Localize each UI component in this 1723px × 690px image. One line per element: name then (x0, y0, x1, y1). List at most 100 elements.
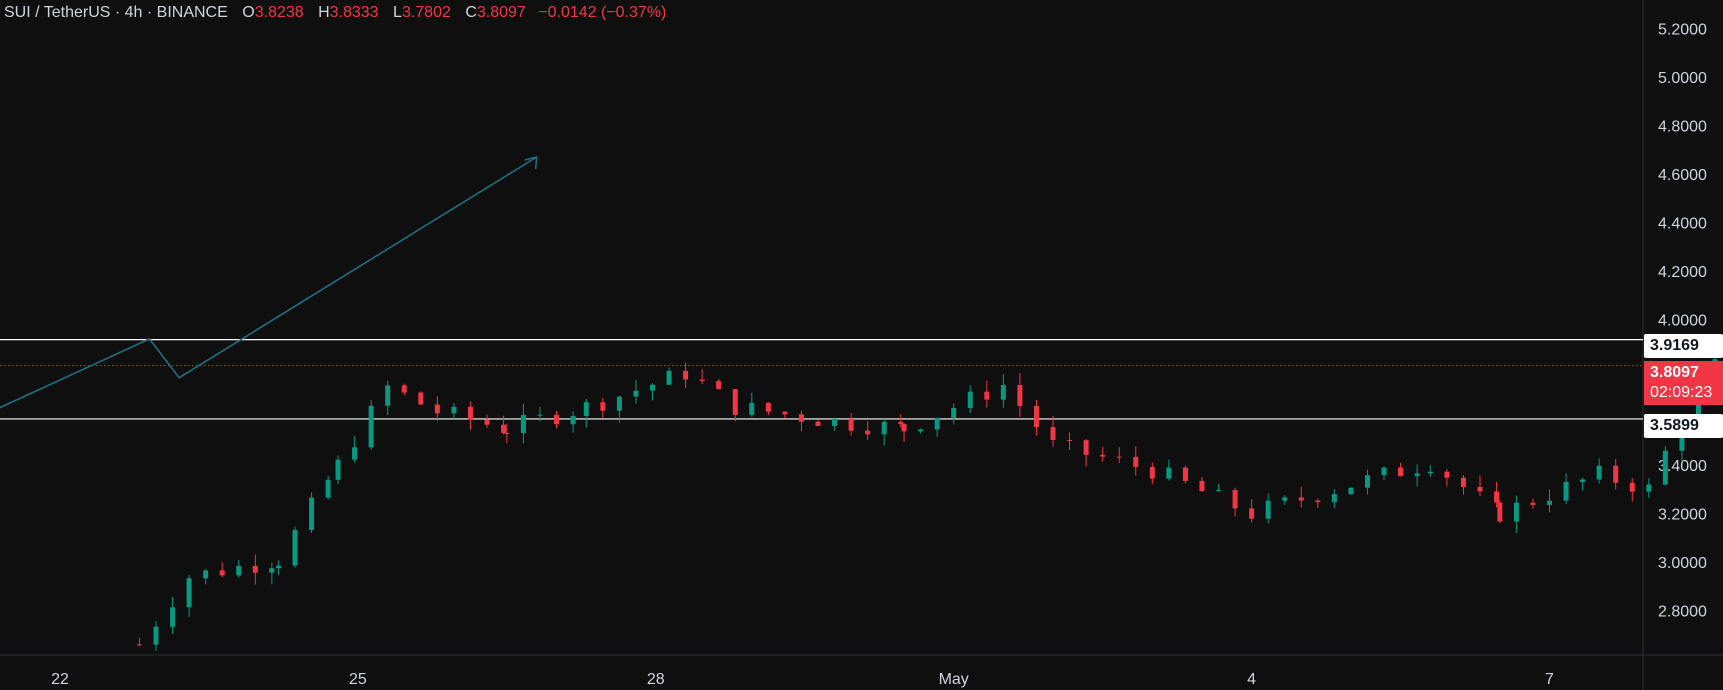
candle-body (1149, 466, 1155, 479)
time-tick-label: 7 (1545, 671, 1554, 688)
candle-body (275, 565, 281, 569)
price-tick-label: 5.2000 (1658, 22, 1707, 39)
price-tick-label: 3.0000 (1658, 555, 1707, 572)
candle-body (749, 402, 755, 415)
candle-body (136, 644, 142, 646)
candle-body (666, 370, 672, 385)
candle-body (1477, 486, 1483, 492)
candle-body (1116, 456, 1122, 458)
candle-body (1427, 471, 1433, 474)
candle-body (1331, 494, 1337, 503)
candle-body (1033, 405, 1039, 428)
high-label: H (318, 4, 330, 21)
candle-body (368, 405, 374, 448)
price-tick-label: 4.8000 (1658, 119, 1707, 136)
symbol-label[interactable]: SUI / TetherUS · 4h · BINANCE (4, 4, 228, 21)
candle-body (732, 389, 738, 415)
last-price-tag: 3.8097 02:09:23 (1644, 361, 1723, 405)
candle-body (765, 402, 771, 412)
close-label: C (465, 4, 477, 21)
price-tick-label: 4.6000 (1658, 167, 1707, 184)
candle-body (1497, 502, 1503, 522)
candle-body (1232, 490, 1238, 509)
candle-body (848, 418, 854, 431)
candle-body (1083, 440, 1089, 455)
candle-body (219, 570, 225, 576)
last-price-value: 3.8097 (1650, 364, 1699, 381)
candle-body (1199, 480, 1205, 492)
candle-body (1265, 500, 1271, 519)
candle-body (153, 626, 159, 645)
candle-body (1017, 384, 1023, 406)
candle-body (269, 568, 275, 573)
candle-body (1298, 497, 1304, 501)
candle-body (1398, 467, 1404, 477)
low-label: L (393, 4, 402, 21)
candle-body (865, 430, 871, 435)
candle-body (1494, 491, 1500, 503)
candle-body (186, 578, 192, 608)
candle-body (537, 414, 543, 416)
projection-arrow-head (524, 155, 538, 170)
candle-body (325, 479, 331, 498)
candle-body (451, 406, 457, 414)
symbol-header: SUI / TetherUS · 4h · BINANCE O3.8238 H3… (4, 4, 666, 22)
bar-countdown: 02:09:23 (1650, 384, 1713, 401)
candle-body (1000, 384, 1006, 400)
candle-body (1182, 467, 1188, 481)
candle-body (1133, 456, 1139, 467)
candle-body (501, 424, 507, 433)
price-tick-label: 2.8000 (1658, 604, 1707, 621)
candle-body (1596, 465, 1602, 480)
candle-body (1381, 467, 1387, 476)
candle-body (504, 432, 510, 434)
candle-body (236, 565, 242, 576)
candle-body (1315, 500, 1321, 503)
price-tick-label: 4.4000 (1658, 216, 1707, 233)
candle-body (1646, 484, 1652, 492)
candle-body (1613, 465, 1619, 483)
candle-body (901, 424, 907, 432)
open-value: 3.8238 (254, 4, 304, 21)
low-value: 3.7802 (401, 4, 451, 21)
price-tick-label: 3.2000 (1658, 507, 1707, 524)
candle-body (1547, 500, 1553, 505)
candle-body (434, 404, 440, 414)
candle-body (798, 414, 804, 422)
open-label: O (242, 4, 255, 21)
candle-body (881, 421, 887, 435)
candle-body (520, 414, 526, 434)
candle-body (1067, 440, 1073, 442)
candle-body (918, 429, 924, 432)
candle-body (352, 447, 358, 460)
candle-body (335, 459, 341, 480)
change-value: −0.0142 (−0.37%) (538, 4, 667, 21)
time-tick-label: 4 (1247, 671, 1256, 688)
candle-body (650, 384, 656, 391)
candle-body (1100, 454, 1106, 457)
candle-body (716, 381, 722, 390)
high-value: 3.8333 (329, 4, 379, 21)
candle-body (1563, 481, 1569, 501)
support-price-tag[interactable]: 3.5899 (1644, 414, 1723, 438)
candle-body (1216, 490, 1222, 492)
candle-body (309, 497, 315, 530)
candle-body (1249, 508, 1255, 519)
candle-body (1444, 471, 1450, 478)
candle-body (815, 421, 821, 426)
candle-body (1662, 450, 1668, 485)
candle-body (967, 391, 973, 408)
resistance-price-tag[interactable]: 3.9169 (1644, 334, 1723, 358)
projection-path (0, 156, 538, 409)
candle-body (467, 406, 473, 420)
time-tick-label: 22 (51, 671, 69, 688)
candle-body (484, 419, 490, 425)
time-tick-label: May (939, 671, 969, 688)
candle-body (203, 570, 209, 579)
candle-body (1282, 497, 1288, 501)
candle-body (699, 379, 705, 382)
time-tick-label: 25 (349, 671, 367, 688)
candle-body (1364, 475, 1370, 488)
candle-body (170, 607, 176, 627)
